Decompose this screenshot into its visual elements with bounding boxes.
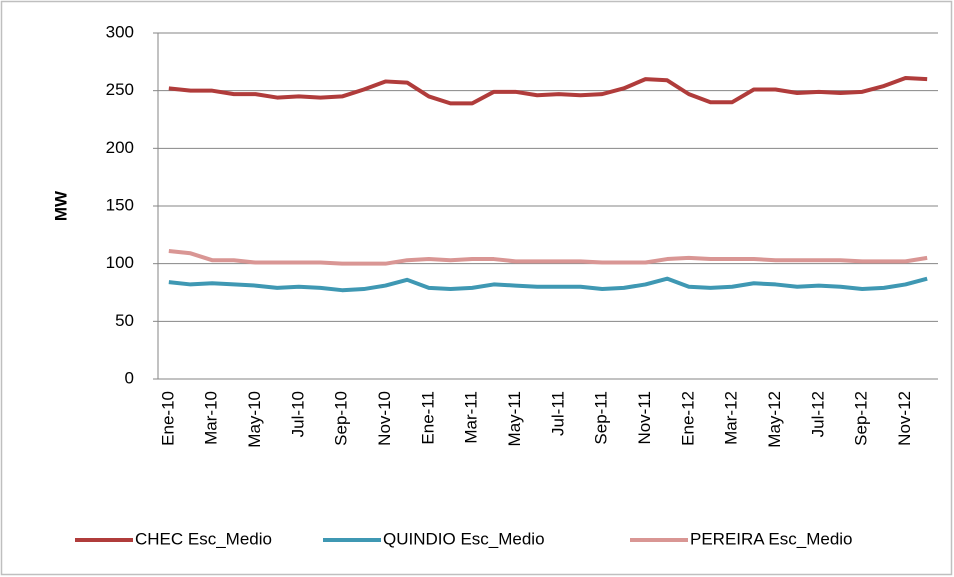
y-axis-label: MW bbox=[51, 190, 70, 221]
x-tick-label: Sep-11 bbox=[592, 391, 611, 445]
x-tick-label: Jul-11 bbox=[548, 391, 567, 436]
x-tick-label: Mar-12 bbox=[722, 391, 741, 445]
x-tick-label: Ene-11 bbox=[418, 391, 437, 445]
y-tick-label: 0 bbox=[125, 368, 134, 387]
x-tick-label: Ene-12 bbox=[678, 391, 697, 446]
series-line bbox=[168, 248, 928, 266]
legend-label: PEREIRA Esc_Medio bbox=[690, 529, 853, 548]
x-tick-label: Nov-12 bbox=[895, 391, 914, 446]
y-tick-label: 100 bbox=[106, 253, 134, 272]
y-tick-label: 300 bbox=[106, 22, 134, 41]
x-tick-label: Mar-10 bbox=[202, 391, 221, 445]
x-tick-label: Jul-10 bbox=[288, 391, 307, 437]
x-tick-label: Sep-12 bbox=[852, 391, 871, 446]
legend-label: QUINDIO Esc_Medio bbox=[383, 529, 545, 548]
x-tick-label: Nov-10 bbox=[375, 391, 394, 446]
x-tick-label: Mar-11 bbox=[462, 391, 481, 444]
x-tick-label: May-12 bbox=[765, 391, 784, 448]
x-tick-label: Jul-12 bbox=[808, 391, 827, 437]
x-tick-label: Ene-10 bbox=[158, 391, 177, 446]
y-tick-label: 250 bbox=[106, 80, 134, 99]
y-tick-label: 50 bbox=[115, 311, 134, 330]
x-tick-label: May-11 bbox=[505, 391, 524, 446]
series-line bbox=[168, 276, 928, 293]
y-tick-label: 200 bbox=[106, 138, 134, 157]
x-tick-label: Nov-11 bbox=[635, 391, 654, 445]
series-line bbox=[168, 75, 928, 106]
y-tick-label: 150 bbox=[106, 195, 134, 214]
x-tick-label: May-10 bbox=[245, 391, 264, 448]
legend-label: CHEC Esc_Medio bbox=[135, 529, 272, 548]
x-tick-label: Sep-10 bbox=[332, 391, 351, 446]
